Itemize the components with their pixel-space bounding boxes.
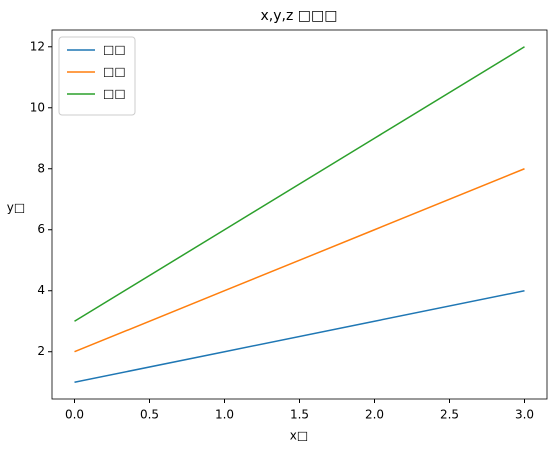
chart-title: x,y,z □□□ (261, 8, 338, 24)
y-tick-label: 8 (37, 161, 45, 175)
y-tick-label: 6 (37, 222, 45, 236)
x-tick-label: 1.5 (290, 408, 309, 422)
plot-frame (51, 29, 548, 400)
series-line (74, 46, 525, 322)
x-tick-label: 1.0 (215, 408, 234, 422)
y-tick-label: 2 (37, 344, 45, 358)
series-line (74, 290, 525, 383)
legend-label: □□ (103, 65, 126, 79)
y-axis-label: y□ (7, 201, 25, 215)
legend-label: □□ (103, 87, 126, 101)
x-tick-label: 0.5 (140, 408, 159, 422)
x-tick-label: 2.5 (440, 408, 459, 422)
y-tick-label: 10 (30, 100, 45, 114)
x-tick-label: 2.0 (365, 408, 384, 422)
series-line (74, 168, 525, 353)
x-tick-label: 3.0 (515, 408, 534, 422)
x-tick-label: 0.0 (65, 408, 84, 422)
y-tick-label: 4 (37, 283, 45, 297)
y-tick-label: 12 (30, 39, 45, 53)
x-axis-label: x□ (290, 429, 308, 443)
legend-label: □□ (103, 43, 126, 57)
legend-box (58, 36, 136, 116)
